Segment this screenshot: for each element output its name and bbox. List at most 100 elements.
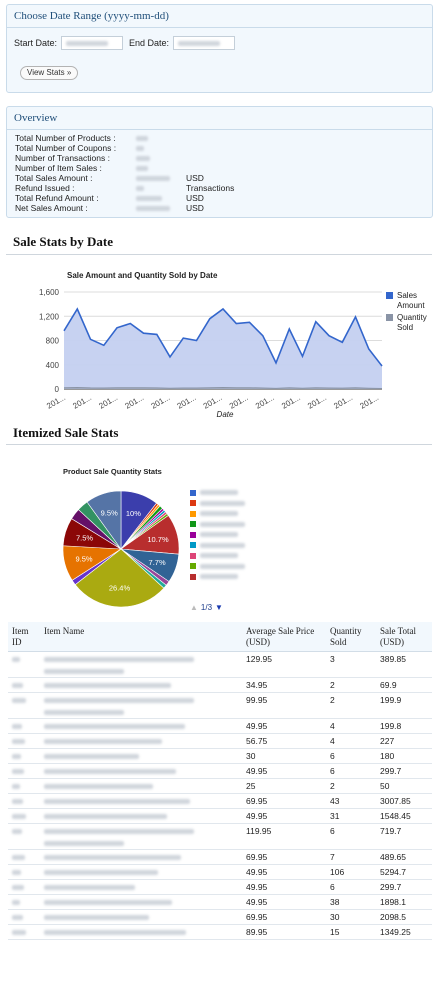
overview-title: Overview (7, 107, 432, 130)
item-avg-price: 69.95 (242, 793, 326, 809)
item-qty-sold: 3 (326, 651, 376, 678)
overview-row: Total Sales Amount : USD (15, 173, 246, 183)
item-id-redacted (8, 677, 40, 693)
table-row[interactable]: 49.95 6 299.7 (8, 879, 432, 895)
start-date-label: Start Date: (14, 38, 58, 48)
end-date-label: End Date: (129, 38, 170, 48)
item-name-redacted (40, 763, 242, 779)
pie-slice-label: 26.4% (109, 583, 131, 592)
overview-value-redacted (136, 163, 186, 173)
item-qty-sold: 2 (326, 692, 376, 719)
end-date-input[interactable] (173, 36, 236, 50)
item-qty-sold: 6 (326, 748, 376, 764)
item-id-redacted (8, 692, 40, 719)
item-avg-price: 49.95 (242, 894, 326, 910)
pie-slice-label: 10% (126, 509, 141, 518)
start-date-input[interactable] (61, 36, 124, 50)
table-row[interactable]: 49.95 4 199.8 (8, 718, 432, 734)
table-row[interactable]: 69.95 43 3007.85 (8, 793, 432, 809)
pie-legend-item (190, 509, 238, 518)
item-name-redacted (40, 778, 242, 794)
x-tick-label: 201... (228, 393, 250, 411)
item-qty-sold: 15 (326, 924, 376, 940)
sale-stats-heading: Sale Stats by Date (13, 234, 114, 249)
legend-label-redacted (200, 553, 238, 558)
col-header-avg: Average Sale Price (USD) (242, 622, 326, 652)
legend-label-redacted (200, 521, 245, 527)
pie-slice-label: 9.5% (75, 555, 92, 564)
item-avg-price: 119.95 (242, 823, 326, 850)
item-id-redacted (8, 793, 40, 809)
overview-label: Total Refund Amount : (15, 193, 99, 203)
legend-label-redacted (200, 511, 238, 516)
item-id-redacted (8, 879, 40, 895)
pie-legend-item (190, 520, 245, 529)
series-line (63, 307, 383, 367)
item-avg-price: 56.75 (242, 733, 326, 749)
item-sale-total: 389.85 (376, 651, 432, 678)
table-row[interactable]: 49.95 38 1898.1 (8, 894, 432, 910)
overview-value-redacted (136, 193, 186, 203)
item-avg-price: 49.95 (242, 879, 326, 895)
pie-slice (86, 490, 122, 550)
product-pie-chart: Product Sale Quantity Stats 10% 10.7% 7.7% 2… (62, 467, 180, 608)
overview-label: Net Sales Amount : (15, 203, 88, 213)
col-header-total: Sale Total (USD) (376, 622, 432, 652)
legend-label: Amount (397, 301, 425, 310)
pager-prev-icon[interactable]: ▲ (190, 603, 198, 612)
item-sale-total: 3007.85 (376, 793, 432, 809)
table-row[interactable]: 69.95 7 489.65 (8, 849, 432, 865)
pie-legend-item (190, 551, 238, 560)
item-id-redacted (8, 733, 40, 749)
date-range-panel: Choose Date Range (yyyy-mm-dd) Start Dat… (6, 4, 433, 93)
item-name-redacted (40, 733, 242, 749)
end-date-value-redacted (178, 40, 221, 46)
item-name-redacted (40, 849, 242, 865)
itemized-heading: Itemized Sale Stats (13, 425, 119, 440)
legend-label-redacted (200, 490, 238, 495)
table-row[interactable]: 99.95 2 199.9 (8, 692, 432, 719)
item-name-redacted (40, 864, 242, 880)
overview-label: Total Number of Coupons : (15, 143, 117, 153)
table-row[interactable]: 56.75 4 227 (8, 733, 432, 749)
overview-value-redacted (136, 153, 186, 163)
table-row[interactable]: 49.95 31 1548.45 (8, 808, 432, 824)
table-row[interactable]: 49.95 6 299.7 (8, 763, 432, 779)
item-sale-total: 1548.45 (376, 808, 432, 824)
item-sale-total: 2098.5 (376, 909, 432, 925)
overview-value-redacted (136, 203, 186, 213)
legend-label-redacted (200, 542, 245, 548)
pager-next-icon[interactable]: ▼ (215, 603, 223, 612)
table-row[interactable]: 34.95 2 69.9 (8, 677, 432, 693)
table-row[interactable]: 25 2 50 (8, 778, 432, 794)
table-row[interactable]: 49.95 106 5294.7 (8, 864, 432, 880)
item-sale-total: 50 (376, 778, 432, 794)
legend-swatch (190, 573, 196, 580)
table-row[interactable]: 119.95 6 719.7 (8, 823, 432, 850)
col-header-id: Item ID (8, 622, 40, 652)
item-qty-sold: 106 (326, 864, 376, 880)
overview-row: Number of Item Sales : (15, 163, 246, 173)
table-row[interactable]: 30 6 180 (8, 748, 432, 764)
view-stats-button[interactable]: View Stats » (20, 66, 79, 80)
pie-slice-label: 7.7% (149, 558, 166, 567)
item-qty-sold: 6 (326, 763, 376, 779)
item-avg-price: 25 (242, 778, 326, 794)
legend-label-redacted (200, 532, 238, 537)
item-avg-price: 34.95 (242, 677, 326, 693)
table-row[interactable]: 69.95 30 2098.5 (8, 909, 432, 925)
item-name-redacted (40, 748, 242, 764)
overview-unit: USD (186, 173, 204, 183)
item-id-redacted (8, 823, 40, 850)
table-row[interactable]: 89.95 15 1349.25 (8, 924, 432, 940)
y-tick-label: 0 (55, 385, 60, 394)
x-tick-label: 201... (202, 393, 224, 411)
legend-label: Quantity (397, 313, 427, 322)
item-sale-total: 719.7 (376, 823, 432, 850)
item-name-redacted (40, 924, 242, 940)
item-sale-total: 299.7 (376, 763, 432, 779)
series-line (63, 386, 383, 389)
pie-legend-item (190, 499, 245, 508)
pie-title: Product Sale Quantity Stats (63, 467, 162, 476)
table-row[interactable]: 129.95 3 389.85 (8, 651, 432, 678)
